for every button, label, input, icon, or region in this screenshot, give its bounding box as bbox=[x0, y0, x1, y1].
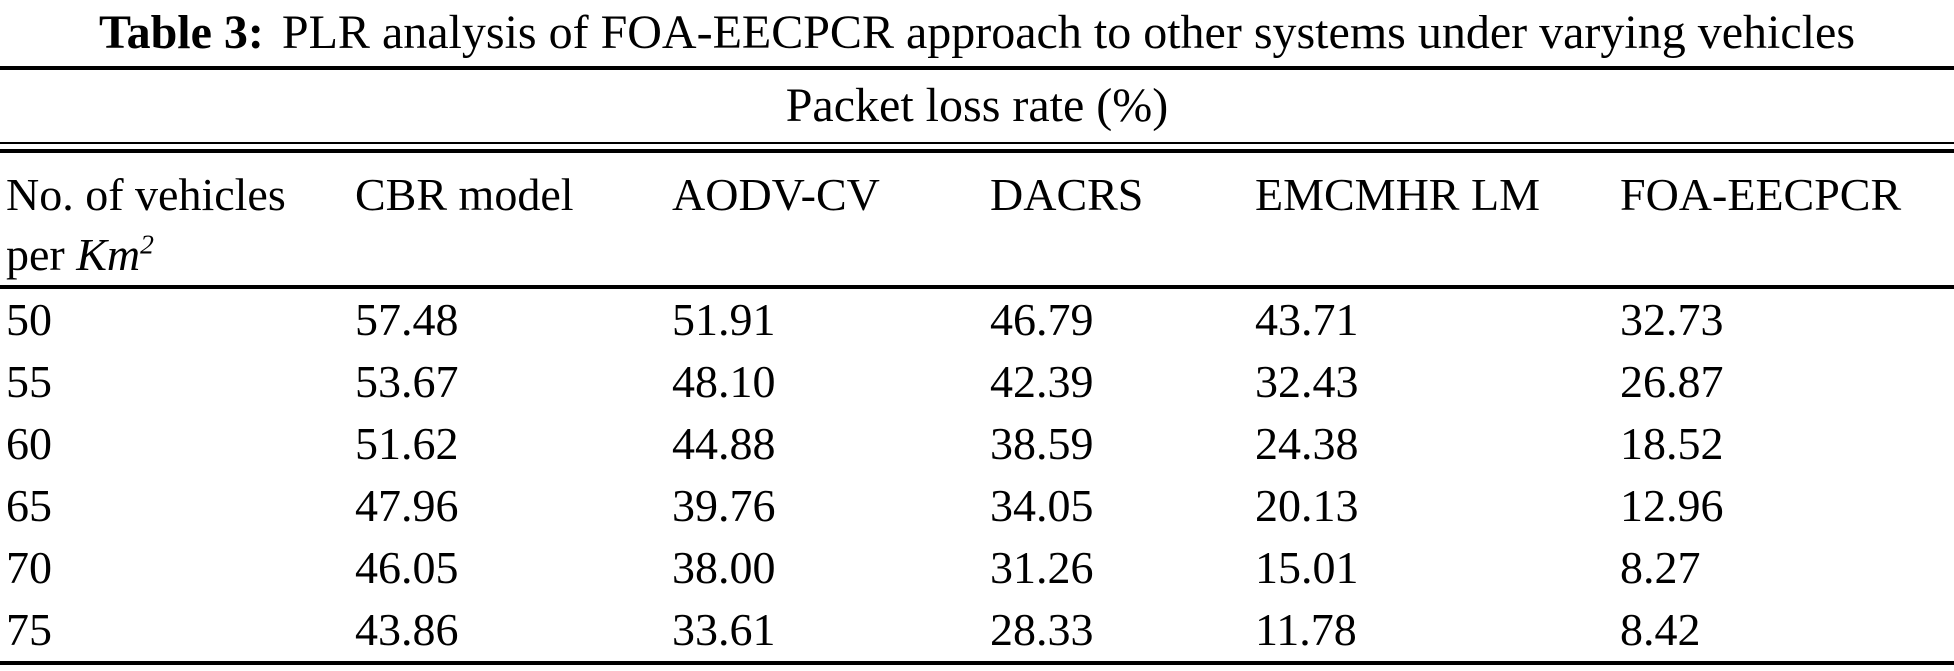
rule-under-span-thin bbox=[0, 142, 1954, 144]
cell-cbr: 53.67 bbox=[355, 356, 459, 407]
header-dacrs: DACRS bbox=[984, 153, 1249, 289]
cell-dacrs: 46.79 bbox=[990, 294, 1094, 345]
cell-cbr: 47.96 bbox=[355, 480, 459, 531]
rule-bottom bbox=[0, 661, 1954, 665]
table-caption-label: Table 3: bbox=[98, 6, 264, 59]
table-caption-text: PLR analysis of FOA-EECPCR approach to o… bbox=[281, 6, 1856, 59]
table-row: 75 43.86 33.61 28.33 11.78 8.42 bbox=[0, 599, 1954, 661]
cell-aodv: 38.00 bbox=[672, 542, 776, 593]
cell-foa: 32.73 bbox=[1620, 294, 1724, 345]
cell-aodv: 39.76 bbox=[672, 480, 776, 531]
cell-dacrs: 28.33 bbox=[990, 604, 1094, 655]
table-header-row: No. of vehicles per Km2 CBR model AODV-C… bbox=[0, 153, 1954, 289]
rule-top bbox=[0, 66, 1954, 70]
cell-emcmhr: 32.43 bbox=[1255, 356, 1359, 407]
cell-emcmhr: 20.13 bbox=[1255, 480, 1359, 531]
cell-foa: 8.27 bbox=[1620, 542, 1701, 593]
cell-emcmhr: 11.78 bbox=[1255, 604, 1357, 655]
table-row: 55 53.67 48.10 42.39 32.43 26.87 bbox=[0, 351, 1954, 413]
cell-cbr: 43.86 bbox=[355, 604, 459, 655]
cell-dacrs: 34.05 bbox=[990, 480, 1094, 531]
cell-vehicles: 65 bbox=[6, 480, 52, 531]
header-aodv-cv: AODV-CV bbox=[666, 153, 984, 289]
cell-vehicles: 75 bbox=[6, 604, 52, 655]
header-vehicles-line2-prefix: per bbox=[6, 229, 77, 280]
cell-emcmhr: 15.01 bbox=[1255, 542, 1359, 593]
table-row: 50 57.48 51.91 46.79 43.71 32.73 bbox=[0, 287, 1954, 351]
cell-dacrs: 31.26 bbox=[990, 542, 1094, 593]
cell-vehicles: 55 bbox=[6, 356, 52, 407]
header-foa-eecpcr: FOA-EECPCR bbox=[1614, 153, 1954, 289]
cell-foa: 12.96 bbox=[1620, 480, 1724, 531]
cell-cbr: 46.05 bbox=[355, 542, 459, 593]
table-row: 60 51.62 44.88 38.59 24.38 18.52 bbox=[0, 413, 1954, 475]
cell-aodv: 51.91 bbox=[672, 294, 776, 345]
cell-foa: 26.87 bbox=[1620, 356, 1724, 407]
header-vehicles-superscript: 2 bbox=[140, 228, 154, 260]
cell-dacrs: 42.39 bbox=[990, 356, 1094, 407]
cell-emcmhr: 24.38 bbox=[1255, 418, 1359, 469]
cell-cbr: 57.48 bbox=[355, 294, 459, 345]
cell-vehicles: 50 bbox=[6, 294, 52, 345]
cell-foa: 8.42 bbox=[1620, 604, 1701, 655]
header-cbr-model: CBR model bbox=[349, 153, 666, 289]
spanning-header: Packet loss rate (%) bbox=[785, 79, 1169, 132]
cell-dacrs: 38.59 bbox=[990, 418, 1094, 469]
cell-vehicles: 60 bbox=[6, 418, 52, 469]
header-emcmhr-lm: EMCMHR LM bbox=[1249, 153, 1614, 289]
cell-emcmhr: 43.71 bbox=[1255, 294, 1359, 345]
cell-aodv: 48.10 bbox=[672, 356, 776, 407]
cell-aodv: 33.61 bbox=[672, 604, 776, 655]
table-row: 70 46.05 38.00 31.26 15.01 8.27 bbox=[0, 537, 1954, 599]
table-row: 65 47.96 39.76 34.05 20.13 12.96 bbox=[0, 475, 1954, 537]
rule-under-span-thick bbox=[0, 149, 1954, 153]
cell-vehicles: 70 bbox=[6, 542, 52, 593]
cell-foa: 18.52 bbox=[1620, 418, 1724, 469]
header-vehicles: No. of vehicles per Km2 bbox=[0, 153, 349, 289]
header-vehicles-line1: No. of vehicles bbox=[6, 169, 286, 220]
table-caption: Table 3: PLR analysis of FOA-EECPCR appro… bbox=[0, 0, 1954, 66]
data-table: No. of vehicles per Km2 CBR model AODV-C… bbox=[0, 153, 1954, 661]
header-vehicles-unit: Km bbox=[76, 229, 141, 280]
cell-cbr: 51.62 bbox=[355, 418, 459, 469]
cell-aodv: 44.88 bbox=[672, 418, 776, 469]
